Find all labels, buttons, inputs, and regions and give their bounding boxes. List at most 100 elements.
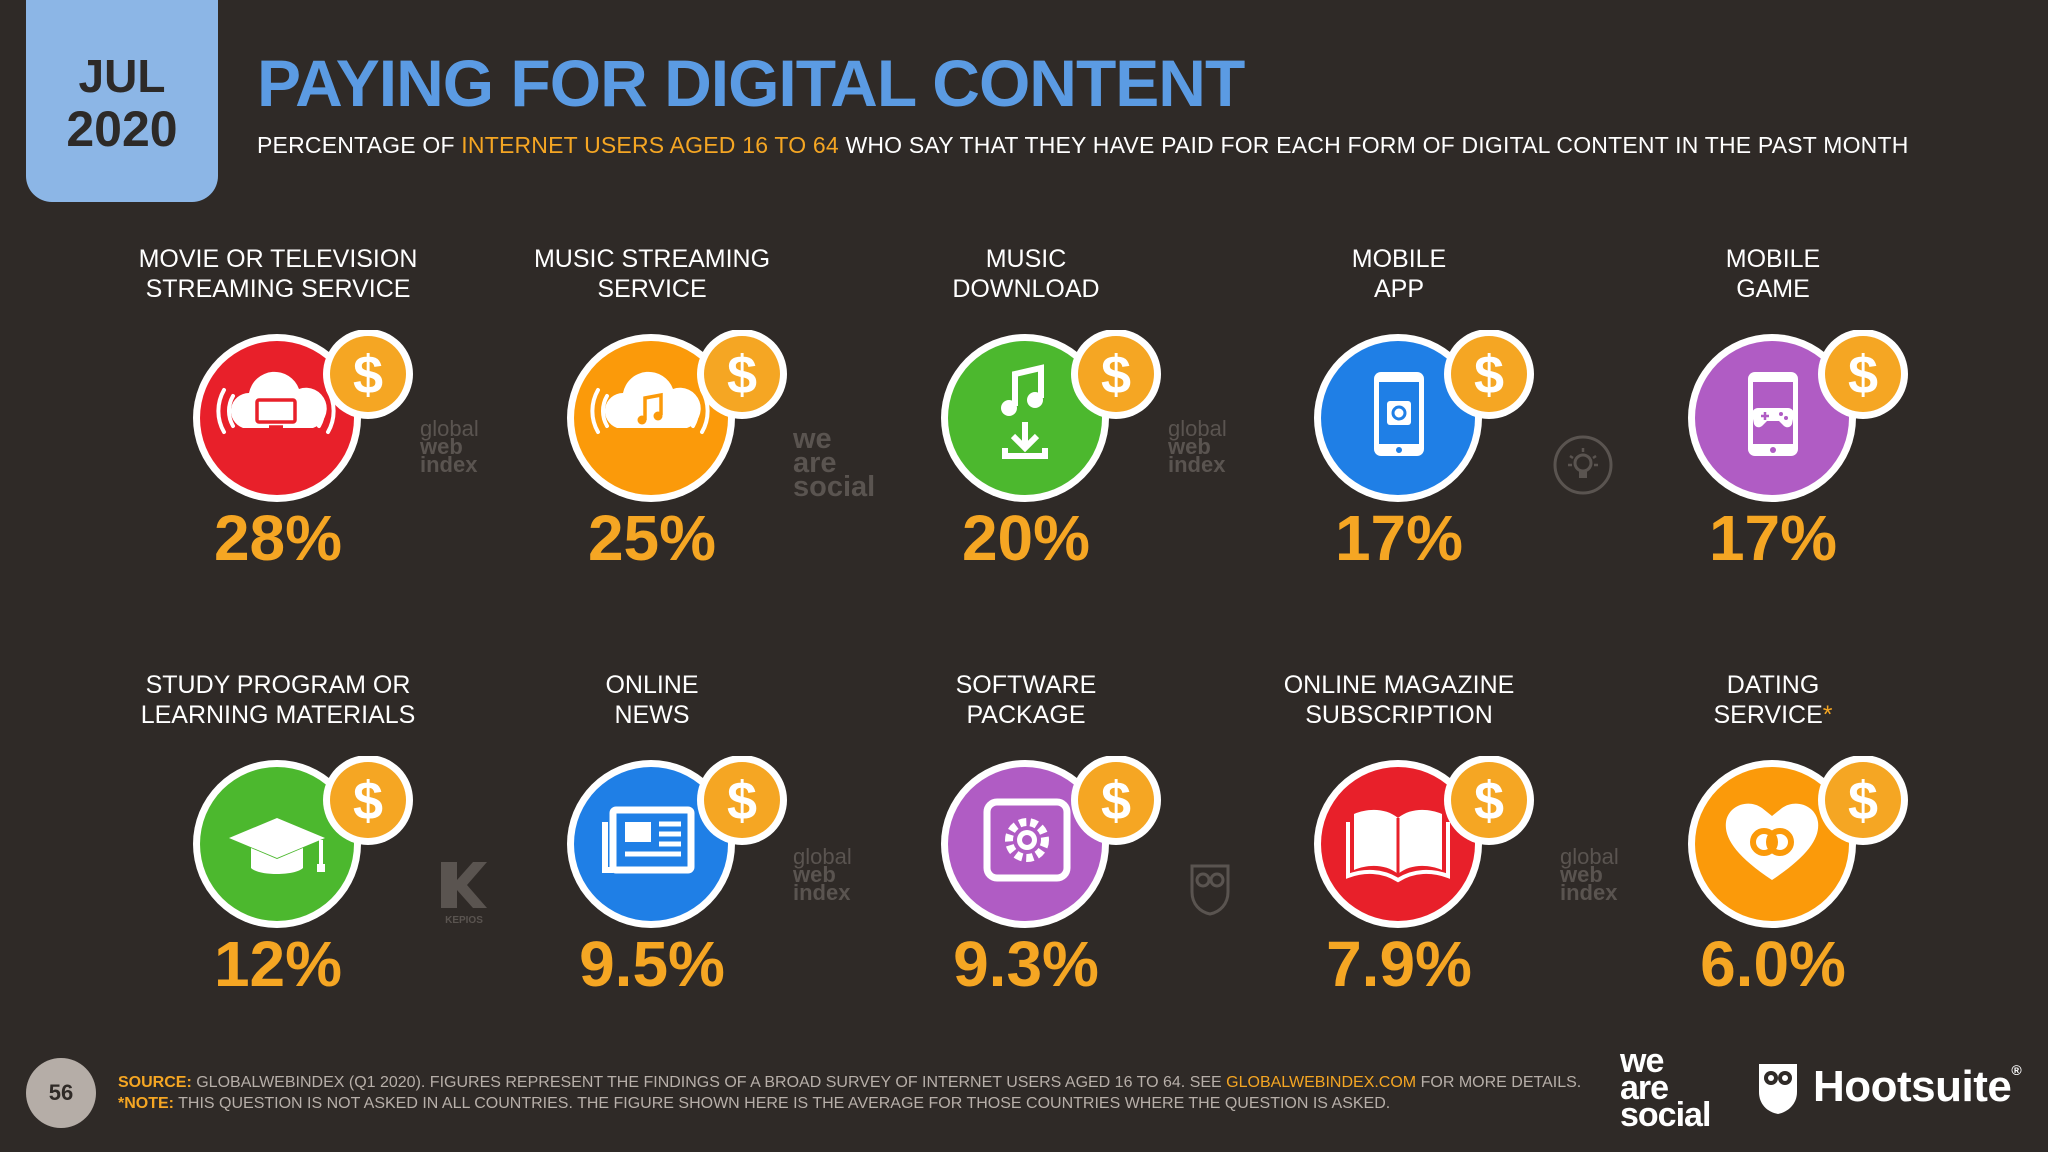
svg-text:$: $ [353,345,383,405]
newspaper-icon: $ [567,756,787,928]
note-line: *NOTE: THIS QUESTION IS NOT ASKED IN ALL… [118,1093,1578,1114]
svg-text:$: $ [727,771,757,831]
value-label: 28% [213,502,343,574]
dollar-coin-icon: $ [1444,756,1534,845]
category-label-line: ONLINE [605,671,699,699]
dollar-coin-icon: $ [1444,330,1534,419]
source-link[interactable]: GLOBALWEBINDEX.COM [1226,1074,1417,1091]
subtitle-highlight: INTERNET USERS AGED 16 TO 64 [461,132,839,158]
gwi-watermark-line: index [793,880,851,906]
was-watermark: we are social [793,425,875,501]
kepios-logo-icon [441,862,487,908]
category-label-line: NEWS [614,701,690,729]
dollar-coin-icon: $ [323,330,413,419]
category-label-line: SOFTWARE [955,671,1097,699]
software-gear-icon: $ [941,756,1161,928]
gwi-watermark: global web index [793,846,852,906]
category-label-line: MUSIC [985,245,1067,273]
registered-mark: ® [2011,1062,2022,1078]
category-label-line: MOVIE OR TELEVISION [138,245,418,273]
svg-text:$: $ [727,345,757,405]
dollar-coin-icon: $ [323,756,413,845]
was-logo-line: we [1620,1042,1664,1080]
gwi-watermark-line: index [1168,452,1226,478]
cloud-music-icon: $ [567,330,787,502]
kepios-watermark: KEPIOS [438,860,490,926]
category-label-line: LEARNING MATERIALS [140,701,416,729]
was-logo-line: are [1620,1069,1669,1108]
gwi-watermark-line: web [420,434,463,460]
footnote-asterisk: * [1822,701,1833,729]
category-label: DATING SERVICE* [1587,670,1959,732]
category-label-line: DATING [1726,671,1820,699]
category-label-line: SERVICE [597,275,707,303]
svg-text:$: $ [1101,345,1131,405]
category-label-line: GAME [1736,275,1810,303]
gwi-watermark-line: global [793,844,852,869]
value-label: 25% [587,502,717,574]
source-label: SOURCE: [118,1074,192,1091]
svg-text:$: $ [1848,345,1878,405]
svg-text:$: $ [1848,771,1878,831]
category-label-line: MUSIC STREAMING [533,245,771,273]
note-label: *NOTE: [118,1095,174,1112]
gwi-watermark-line: web [1560,862,1603,888]
category-label-line: ONLINE MAGAZINE [1283,671,1515,699]
source-end: FOR MORE DETAILS. [1420,1074,1582,1091]
hootsuite-name: Hootsuite [1813,1062,2012,1111]
gwi-watermark: global web index [1560,846,1619,906]
hootsuite-wordmark: Hootsuite® [1813,1062,2022,1112]
svg-text:$: $ [353,771,383,831]
subtitle-pre: PERCENTAGE OF [257,132,455,158]
note-text: THIS QUESTION IS NOT ASKED IN ALL COUNTR… [178,1095,1391,1112]
category-label: MUSIC DOWNLOAD [840,244,1212,306]
subtitle-post: WHO SAY THAT THEY HAVE PAID FOR EACH FOR… [845,132,1909,158]
gwi-watermark-line: index [420,452,478,478]
badge-year: 2020 [66,100,178,157]
was-logo-line: social [1620,1096,1711,1135]
category-label: MUSIC STREAMING SERVICE [466,244,838,306]
we-are-social-logo: we are social [1620,1042,1711,1135]
badge-month: JUL [78,50,166,103]
mobile-game-icon: $ [1688,330,1908,502]
page-number: 56 [26,1058,96,1128]
category-label: ONLINE NEWS [466,670,838,732]
svg-text:$: $ [1474,345,1504,405]
hootsuite-owl-icon [1759,1064,1797,1114]
gwi-watermark-line: index [1560,880,1618,906]
lightbulb-icon [1553,435,1613,495]
dollar-coin-icon: $ [1071,756,1161,845]
category-label: MOBILE APP [1213,244,1585,306]
category-label-line: STREAMING SERVICE [145,275,411,303]
category-label: MOVIE OR TELEVISION STREAMING SERVICE [92,244,464,306]
category-label-line: DOWNLOAD [952,275,1100,303]
category-label: MOBILE GAME [1587,244,1959,306]
gwi-watermark-line: global [1168,416,1227,441]
value-label: 9.5% [579,928,725,1000]
page-subtitle: PERCENTAGE OF INTERNET USERS AGED 16 TO … [257,132,1909,159]
value-label: 12% [213,928,343,1000]
owl-icon [1190,864,1230,916]
dollar-coin-icon: $ [1818,330,1908,419]
value-label: 17% [1708,502,1838,574]
gwi-watermark-line: global [420,416,479,441]
category-label: ONLINE MAGAZINE SUBSCRIPTION [1213,670,1585,732]
page-title: PAYING FOR DIGITAL CONTENT [257,46,1245,120]
svg-text:$: $ [1101,771,1131,831]
footer-notes: SOURCE: GLOBALWEBINDEX (Q1 2020). FIGURE… [118,1072,1581,1114]
mobile-app-icon: $ [1314,330,1534,502]
value-label: 17% [1334,502,1464,574]
dollar-coin-icon: $ [1071,330,1161,419]
gwi-watermark-line: global [1560,844,1619,869]
dollar-coin-icon: $ [1818,756,1908,845]
heart-rings-icon: $ [1688,756,1908,928]
music-download-icon: $ [941,330,1161,502]
dollar-coin-icon: $ [697,330,787,419]
kepios-wordmark: KEPIOS [445,915,483,926]
category-label: STUDY PROGRAM OR LEARNING MATERIALS [92,670,464,732]
value-label: 20% [961,502,1091,574]
category-label-line: SERVICE [1713,701,1823,729]
cloud-tv-icon: $ [193,330,413,502]
source-line: SOURCE: GLOBALWEBINDEX (Q1 2020). FIGURE… [118,1072,1581,1093]
